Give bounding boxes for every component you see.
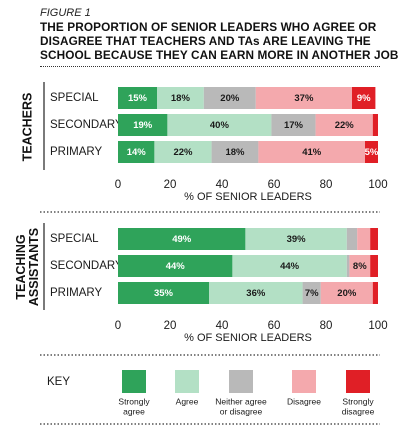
- panel-2-data-label: 7%: [305, 288, 319, 299]
- panel-2-bar-agree: [209, 282, 303, 304]
- panel-1-x-tick-label: 80: [320, 179, 333, 191]
- panel-1-bar-disagree: [258, 141, 365, 163]
- panel-2-data-label: 44%: [166, 261, 186, 272]
- panel-2-data-label: 8%: [353, 261, 367, 272]
- key-swatch-agree: [175, 370, 199, 393]
- panel-1-bar-strongly-agree: [118, 87, 157, 109]
- panel-2-data-label: 36%: [246, 288, 266, 299]
- panel-1-bar-strongly-agree: [118, 114, 168, 136]
- panel-1-bar-agree: [167, 114, 272, 136]
- figure-label: FIGURE 1: [40, 7, 91, 19]
- panel-2-data-label: 44%: [280, 261, 300, 272]
- panel-2-data-label: 39%: [287, 234, 307, 245]
- panel-1-data-label: 17%: [284, 120, 304, 131]
- panel-1-category-label: SPECIAL: [50, 92, 99, 104]
- key-label: Disagree: [287, 396, 321, 406]
- panel-1-x-tick-label: 60: [268, 179, 281, 191]
- panel-2-x-tick-label: 60: [268, 320, 281, 332]
- panel-2-bar-disagree: [320, 282, 373, 304]
- panel-1-data-label: 5%: [365, 147, 379, 158]
- panel-2-bar-strongly-disagree: [372, 282, 378, 304]
- panel-1-x-tick-label: 100: [368, 179, 387, 191]
- panel-1-bar-strongly-agree: [118, 141, 155, 163]
- key-swatch-neither: [229, 370, 253, 393]
- panel-2-bar-strongly-agree: [118, 255, 233, 277]
- panel-2-bar-agree: [232, 255, 347, 277]
- panel-1-x-tick-label: 20: [164, 179, 177, 191]
- panel-2-bar-strongly-disagree: [370, 228, 378, 250]
- figure-title: THE PROPORTION OF SENIOR LEADERS WHO AGR…: [40, 20, 399, 62]
- title-line-2: DISAGREE THAT TEACHERS AND TAs ARE LEAVI…: [40, 34, 371, 48]
- panel-2-bar-neither: [346, 228, 358, 250]
- panel-1-bar-neither: [203, 87, 256, 109]
- key-label: disagree: [342, 406, 375, 416]
- panel-1-data-label: 18%: [171, 93, 191, 104]
- key-swatch-disagree: [292, 370, 316, 393]
- panel-1-data-label: 22%: [173, 147, 193, 158]
- title-line-1: THE PROPORTION OF SENIOR LEADERS WHO AGR…: [40, 20, 377, 34]
- panel-2-bar-strongly-agree: [118, 282, 209, 304]
- panel-2-data-label: 20%: [337, 288, 357, 299]
- panel-2-x-tick-label: 20: [164, 320, 177, 332]
- panel-2-bar-disagree: [349, 255, 371, 277]
- panel-2-group-label: ASSISTANTS: [27, 228, 41, 306]
- key-swatch-strongly-agree: [122, 370, 146, 393]
- key-label: Neither agree: [215, 396, 267, 406]
- panel-1-data-label: 19%: [133, 120, 153, 131]
- panel-1-data-label: 40%: [210, 120, 230, 131]
- key-label: Strongly: [342, 396, 374, 406]
- key-label: or disagree: [220, 406, 263, 416]
- panel-2-x-axis-label: % OF SENIOR LEADERS: [184, 332, 312, 344]
- panel-2-bar-neither: [302, 282, 321, 304]
- panel-1-group-label: TEACHERS: [20, 93, 34, 162]
- panel-2-bar-strongly-disagree: [370, 255, 378, 277]
- panel-1-bar-strongly-disagree: [372, 114, 378, 136]
- panel-2-group-label: TEACHING: [14, 234, 28, 299]
- title-divider: [40, 66, 380, 67]
- key-label: agree: [123, 406, 145, 416]
- panel-2-x-tick-label: 80: [320, 320, 333, 332]
- panel-2-category-label: PRIMARY: [50, 287, 103, 299]
- panel-1-x-tick-label: 0: [115, 179, 121, 191]
- panel-1-data-label: 9%: [357, 93, 371, 104]
- panel-1-x-tick-label: 40: [216, 179, 229, 191]
- panel-1-data-label: 37%: [294, 93, 314, 104]
- panel-1-data-label: 18%: [225, 147, 245, 158]
- panel-1-x-axis-label: % OF SENIOR LEADERS: [184, 191, 312, 203]
- panel-2-x-tick-label: 100: [368, 320, 387, 332]
- panel-2-bar-strongly-agree: [118, 228, 246, 250]
- panel-1-bar-agree: [157, 87, 204, 109]
- panel-1-bar-neither: [211, 141, 259, 163]
- panel-1-bar-strongly-disagree: [365, 141, 378, 163]
- panel-2-data-label: 35%: [154, 288, 174, 299]
- panel-1-data-label: 14%: [127, 147, 147, 158]
- panel-1-bar-agree: [154, 141, 212, 163]
- panel-1-bar-disagree: [315, 114, 373, 136]
- panel-1-data-label: 22%: [335, 120, 355, 131]
- panel-1-category-label: PRIMARY: [50, 146, 103, 158]
- key-title: KEY: [47, 376, 70, 388]
- panel-2-x-tick-label: 0: [115, 320, 121, 332]
- panel-1-bar-disagree: [255, 87, 352, 109]
- panel-2-x-tick-label: 40: [216, 320, 229, 332]
- panel-1-bar-strongly-disagree: [352, 87, 376, 109]
- panel-2-category-label: SECONDARY: [50, 260, 123, 272]
- panel-1-category-label: SECONDARY: [50, 119, 123, 131]
- panel-2-data-label: 49%: [172, 234, 192, 245]
- panel-2-bar-disagree: [357, 228, 371, 250]
- key-label: Strongly: [118, 396, 150, 406]
- key-label: Agree: [176, 396, 199, 406]
- panel-1-data-label: 20%: [220, 93, 240, 104]
- panel-2-bar-neither: [346, 255, 350, 277]
- panel-1-bar-neither: [271, 114, 316, 136]
- panel-1-data-label: 15%: [128, 93, 148, 104]
- title-line-3: SCHOOL BECAUSE THEY CAN EARN MORE IN ANO…: [40, 48, 399, 62]
- key-swatch-strongly-disagree: [346, 370, 370, 393]
- panel-2-bar-agree: [245, 228, 347, 250]
- panel-1-data-label: 41%: [302, 147, 322, 158]
- panel-2-category-label: SPECIAL: [50, 233, 99, 245]
